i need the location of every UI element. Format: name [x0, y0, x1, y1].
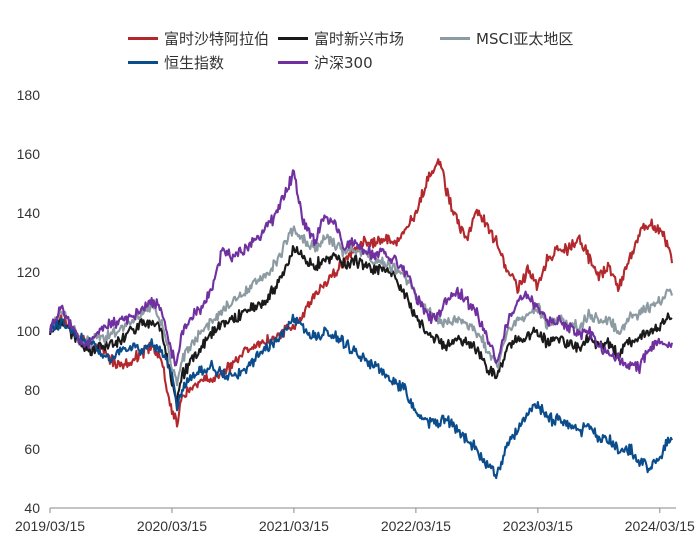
legend-item: MSCI亚太地区	[440, 28, 573, 49]
legend: 富时沙特阿拉伯 富时新兴市场 MSCI亚太地区 恒生指数 沪深300	[0, 28, 700, 78]
legend-swatch	[128, 37, 158, 40]
legend-item: 富时新兴市场	[278, 28, 404, 49]
legend-label: 沪深300	[314, 54, 373, 72]
legend-swatch	[128, 61, 158, 64]
legend-label: 富时沙特阿拉伯	[164, 30, 270, 48]
y-tick-label: 140	[17, 205, 41, 221]
y-tick-label: 120	[17, 264, 41, 280]
x-tick-label: 2023/03/15	[503, 518, 573, 534]
x-tick-label: 2019/03/15	[15, 518, 85, 534]
y-tick-label: 80	[24, 382, 40, 398]
legend-swatch	[278, 61, 308, 64]
legend-item: 沪深300	[278, 52, 373, 73]
legend-label: MSCI亚太地区	[476, 30, 574, 48]
y-tick-label: 100	[17, 323, 41, 339]
series-line	[49, 158, 674, 428]
y-tick-label: 180	[17, 87, 41, 103]
legend-item: 恒生指数	[128, 52, 224, 73]
y-tick-label: 160	[17, 146, 41, 162]
y-tick-label: 60	[24, 441, 40, 457]
legend-item: 富时沙特阿拉伯	[128, 28, 269, 49]
x-tick-label: 2021/03/15	[259, 518, 329, 534]
legend-swatch	[440, 37, 470, 40]
legend-label: 恒生指数	[164, 54, 225, 72]
x-tick-label: 2020/03/15	[137, 518, 207, 534]
legend-swatch	[278, 37, 308, 40]
x-tick-label: 2024/03/15	[625, 518, 695, 534]
series-line	[49, 313, 673, 480]
series-line	[48, 245, 673, 404]
y-tick-label: 40	[24, 500, 40, 516]
series-line	[48, 169, 674, 375]
x-tick-label: 2022/03/15	[381, 518, 451, 534]
legend-label: 富时新兴市场	[314, 30, 405, 48]
